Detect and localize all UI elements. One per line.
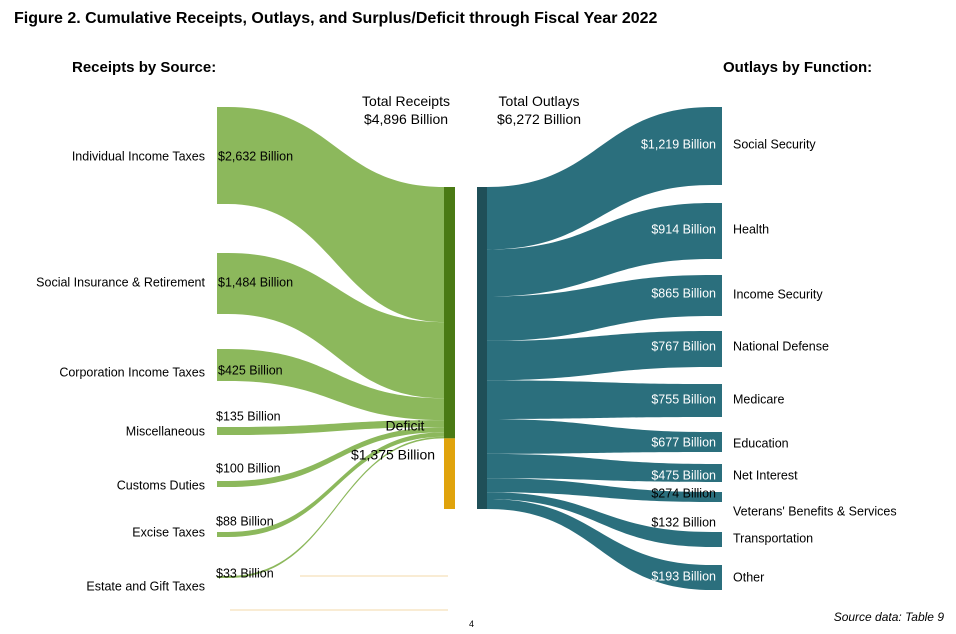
total-receipts-bar <box>444 187 455 439</box>
outlays-heading: Outlays by Function: <box>723 59 873 76</box>
medicare-value: $755 Billion <box>651 392 716 406</box>
other-label: Other <box>733 570 764 584</box>
medicare-label: Medicare <box>733 392 784 406</box>
social-security-flow <box>487 107 712 250</box>
transportation-value: $132 Billion <box>651 515 716 529</box>
other-bar <box>712 565 722 590</box>
education-bar <box>712 432 722 452</box>
medicare-flow <box>487 380 712 420</box>
estate-and-gift-taxes-flow <box>228 436 444 578</box>
social-security-value: $1,219 Billion <box>641 137 716 151</box>
health-flow <box>487 203 712 297</box>
transportation-flow <box>487 492 712 547</box>
net-interest-label: Net Interest <box>733 468 798 482</box>
corporation-income-taxes-bar <box>217 349 229 381</box>
individual-income-taxes-flow <box>228 107 444 323</box>
deficit-value: $1,375 Billion <box>351 447 435 463</box>
net-interest-bar <box>712 464 722 482</box>
corporation-income-taxes-label: Corporation Income Taxes <box>59 365 205 379</box>
social-insurance-retirement-flow <box>228 253 444 399</box>
national-defense-value: $767 Billion <box>651 339 716 353</box>
national-defense-label: National Defense <box>733 339 829 353</box>
veterans-benefits-services-flow <box>487 478 712 502</box>
miscellaneous-bar <box>217 427 229 435</box>
excise-taxes-flow <box>228 432 444 537</box>
page-number: 4 <box>469 619 475 629</box>
total-receipts-label: Total Receipts <box>362 93 450 109</box>
customs-duties-label: Customs Duties <box>117 478 205 492</box>
deficit-bar <box>444 438 455 509</box>
miscellaneous-flow <box>228 420 444 435</box>
social-security-bar <box>712 107 722 185</box>
social-insurance-retirement-value: $1,484 Billion <box>218 275 293 289</box>
education-value: $677 Billion <box>651 435 716 449</box>
net-interest-flow <box>487 453 712 482</box>
other-flow <box>487 499 712 590</box>
estate-and-gift-taxes-label: Estate and Gift Taxes <box>86 579 205 593</box>
excise-taxes-bar <box>217 532 229 537</box>
individual-income-taxes-value: $2,632 Billion <box>218 149 293 163</box>
income-security-label: Income Security <box>733 287 823 301</box>
education-flow <box>487 419 712 454</box>
excise-taxes-label: Excise Taxes <box>132 525 205 539</box>
customs-duties-bar <box>217 481 229 487</box>
corporation-income-taxes-value: $425 Billion <box>218 363 283 377</box>
total-outlays-header: Total Outlays $6,272 Billion <box>479 92 599 128</box>
social-insurance-retirement-bar <box>217 253 229 314</box>
total-receipts-value: $4,896 Billion <box>363 111 449 127</box>
transportation-bar <box>712 532 722 547</box>
national-defense-bar <box>712 331 722 367</box>
net-interest-value: $475 Billion <box>651 468 716 482</box>
customs-duties-flow <box>228 427 444 487</box>
veterans-benefits-services-bar <box>712 492 722 502</box>
health-label: Health <box>733 222 769 236</box>
education-label: Education <box>733 436 789 450</box>
health-value: $914 Billion <box>651 222 716 236</box>
total-receipts-header: Total Receipts $4,896 Billion <box>346 92 466 128</box>
customs-duties-value: $100 Billion <box>216 461 281 475</box>
estate-and-gift-taxes-bar <box>217 576 229 578</box>
figure-title: Figure 2. Cumulative Receipts, Outlays, … <box>14 10 658 27</box>
miscellaneous-label: Miscellaneous <box>126 424 205 438</box>
miscellaneous-value: $135 Billion <box>216 409 281 423</box>
income-security-flow <box>487 275 712 341</box>
social-insurance-retirement-label: Social Insurance & Retirement <box>36 275 205 289</box>
national-defense-flow <box>487 331 712 381</box>
excise-taxes-value: $88 Billion <box>216 514 274 528</box>
total-outlays-bar <box>477 187 487 509</box>
health-bar <box>712 203 722 259</box>
individual-income-taxes-label: Individual Income Taxes <box>72 149 205 163</box>
estate-and-gift-taxes-value: $33 Billion <box>216 566 274 580</box>
deficit-label: Deficit <box>386 418 425 434</box>
social-security-label: Social Security <box>733 137 816 151</box>
medicare-bar <box>712 384 722 417</box>
income-security-value: $865 Billion <box>651 286 716 300</box>
transportation-label: Transportation <box>733 531 813 545</box>
receipts-heading: Receipts by Source: <box>72 59 217 76</box>
income-security-bar <box>712 275 722 316</box>
corporation-income-taxes-flow <box>228 349 444 421</box>
veterans-benefits-services-label: Veterans' Benefits & Services <box>733 504 897 518</box>
veterans-benefits-services-value: $274 Billion <box>651 486 716 500</box>
individual-income-taxes-bar <box>217 107 229 204</box>
total-outlays-label: Total Outlays <box>498 93 580 109</box>
other-value: $193 Billion <box>651 569 716 583</box>
total-outlays-value: $6,272 Billion <box>496 111 582 127</box>
source-note: Source data: Table 9 <box>833 610 944 624</box>
